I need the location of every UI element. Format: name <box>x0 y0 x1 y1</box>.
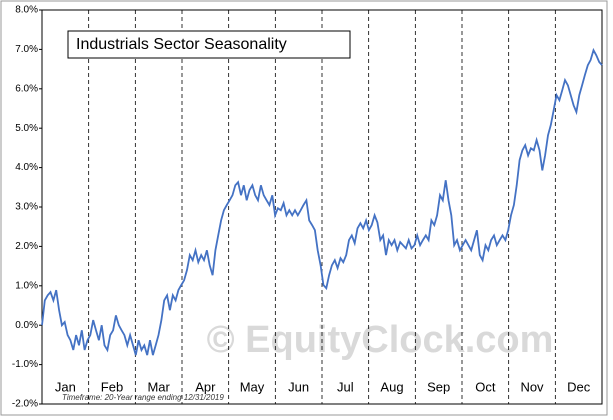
y-tick-label: 3.0% <box>15 202 38 213</box>
x-tick-label: Jul <box>337 379 354 394</box>
y-tick-label: -2.0% <box>12 399 38 410</box>
y-tick-label: 5.0% <box>15 123 38 134</box>
x-tick-label: Dec <box>567 379 591 394</box>
x-tick-label: Apr <box>195 379 216 394</box>
y-tick-label: 6.0% <box>15 83 38 94</box>
x-tick-label: Sep <box>427 379 450 394</box>
x-tick-label: Nov <box>520 379 544 394</box>
footnote: Timeframe: 20-Year range ending 12/31/20… <box>62 393 224 402</box>
watermark: © EquityClock.com <box>207 319 554 361</box>
x-tick-label: Oct <box>475 379 496 394</box>
chart-title: Industrials Sector Seasonality <box>76 36 287 53</box>
x-tick-label: Mar <box>147 379 170 394</box>
y-tick-label: 8.0% <box>15 5 38 16</box>
x-tick-label: Aug <box>380 379 403 394</box>
x-tick-label: Feb <box>101 379 123 394</box>
y-tick-label: 1.0% <box>15 280 38 291</box>
y-tick-label: 7.0% <box>15 44 38 55</box>
y-tick-label: 2.0% <box>15 241 38 252</box>
y-tick-label: 4.0% <box>15 162 38 173</box>
series-line <box>41 47 603 356</box>
x-tick-label: Jun <box>288 379 309 394</box>
title-box <box>67 30 351 59</box>
x-tick-label: Jan <box>55 379 76 394</box>
y-tick-label: 0.0% <box>15 320 38 331</box>
y-tick-label: -1.0% <box>12 359 38 370</box>
x-tick-label: May <box>240 379 265 394</box>
